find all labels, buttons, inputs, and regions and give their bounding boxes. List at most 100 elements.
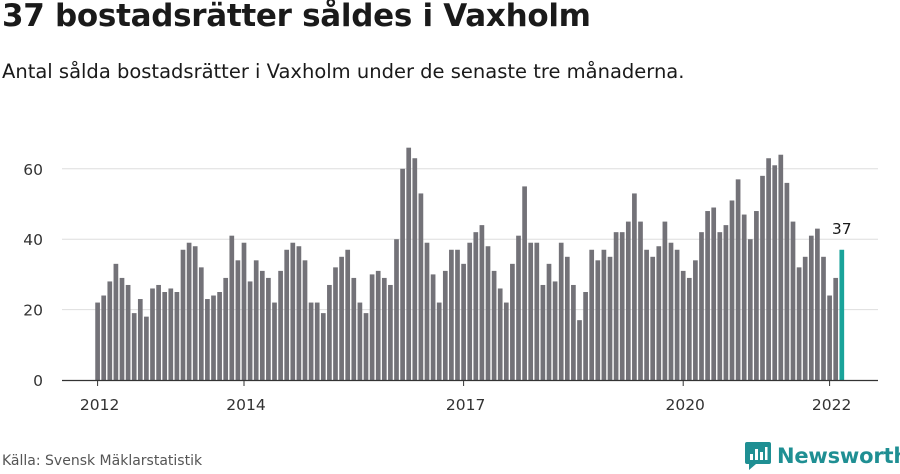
bar: [351, 277, 357, 380]
bar: [619, 232, 625, 380]
bar: [388, 284, 393, 380]
bar: [766, 158, 771, 380]
bar: [632, 193, 637, 380]
bar: [497, 288, 503, 380]
bar: [400, 168, 405, 380]
y-tick-label: 40: [23, 231, 43, 249]
bar: [540, 284, 546, 380]
bar: [113, 263, 119, 380]
bar: [345, 249, 351, 380]
bars: [95, 147, 845, 380]
bar: [467, 242, 473, 380]
bar: [272, 302, 277, 380]
bar: [662, 221, 668, 380]
y-tick-label: 20: [23, 302, 43, 320]
bar: [223, 277, 229, 380]
highlight-bar: [839, 249, 845, 380]
bar: [723, 225, 729, 380]
bar: [168, 288, 174, 380]
bar: [259, 270, 265, 380]
bar: [747, 239, 753, 380]
bar: [729, 200, 735, 380]
bar: [381, 277, 387, 380]
bar: [717, 232, 723, 380]
highlight-data-label: 37: [832, 220, 852, 238]
bar: [235, 260, 241, 380]
bar: [754, 211, 759, 380]
bar: [266, 277, 271, 380]
bar: [625, 221, 631, 380]
chart-subtitle: Antal sålda bostadsrätter i Vaxholm unde…: [2, 60, 685, 83]
x-tick-label: 2020: [665, 396, 704, 414]
bar: [760, 175, 765, 380]
bar: [607, 256, 613, 380]
bar: [253, 260, 259, 380]
bar: [156, 284, 161, 380]
bar: [650, 256, 656, 380]
y-tick-label: 60: [23, 161, 43, 179]
bar: [357, 302, 363, 380]
bar: [278, 270, 283, 380]
bar: [320, 313, 326, 380]
bar: [229, 235, 235, 380]
bar: [772, 165, 778, 380]
bar: [833, 277, 839, 380]
bar: [375, 270, 381, 380]
bar: [510, 263, 515, 380]
bar: [461, 263, 466, 380]
bar: [577, 320, 582, 380]
bar: [192, 246, 198, 380]
bar: [796, 267, 802, 380]
bar: [479, 225, 485, 380]
bar: [363, 313, 369, 380]
bar: [369, 274, 375, 380]
bar: [821, 256, 826, 380]
x-tick-label: 2014: [226, 396, 265, 414]
bar: [735, 179, 741, 380]
bar: [699, 232, 704, 380]
x-tick-label: 2022: [812, 396, 851, 414]
bar: [778, 154, 784, 380]
bar: [144, 316, 149, 380]
bar: [412, 158, 418, 380]
bar: [284, 249, 290, 380]
bar: [473, 232, 479, 380]
bar: [180, 249, 186, 380]
bar: [827, 295, 832, 380]
bar: [424, 242, 430, 380]
bar: [680, 270, 686, 380]
chart-title: 37 bostadsrätter såldes i Vaxholm: [2, 0, 591, 34]
bar: [686, 277, 692, 380]
y-tick-label: 0: [33, 372, 43, 390]
bar: [406, 147, 412, 380]
bar: [522, 186, 527, 380]
bar: [174, 292, 180, 380]
bar: [137, 299, 143, 380]
bar: [430, 274, 436, 380]
bar: [589, 249, 595, 380]
bar: [583, 292, 588, 380]
bar: [741, 214, 747, 380]
bar: [186, 242, 192, 380]
bar: [693, 260, 698, 380]
bar: [705, 211, 710, 380]
bar: [815, 228, 820, 380]
bar: [503, 302, 509, 380]
x-axis-ticks: 2012 2014 2017 2020 2022: [80, 380, 851, 414]
bar: [205, 299, 210, 380]
newsworthy-logo: Newsworthy: [744, 441, 900, 471]
bar: [131, 313, 137, 380]
bar: [613, 232, 619, 380]
bar: [290, 242, 296, 380]
x-tick-label: 2012: [80, 396, 119, 414]
bar: [217, 292, 222, 380]
bar: [790, 221, 796, 380]
bar: [95, 302, 100, 380]
bar: [516, 235, 521, 380]
bar: [485, 246, 491, 380]
bar: [491, 270, 497, 380]
bar: [442, 270, 448, 380]
source-note: Källa: Svensk Mäklarstatistik: [2, 453, 203, 469]
bar: [534, 242, 540, 380]
bar: [564, 256, 570, 380]
